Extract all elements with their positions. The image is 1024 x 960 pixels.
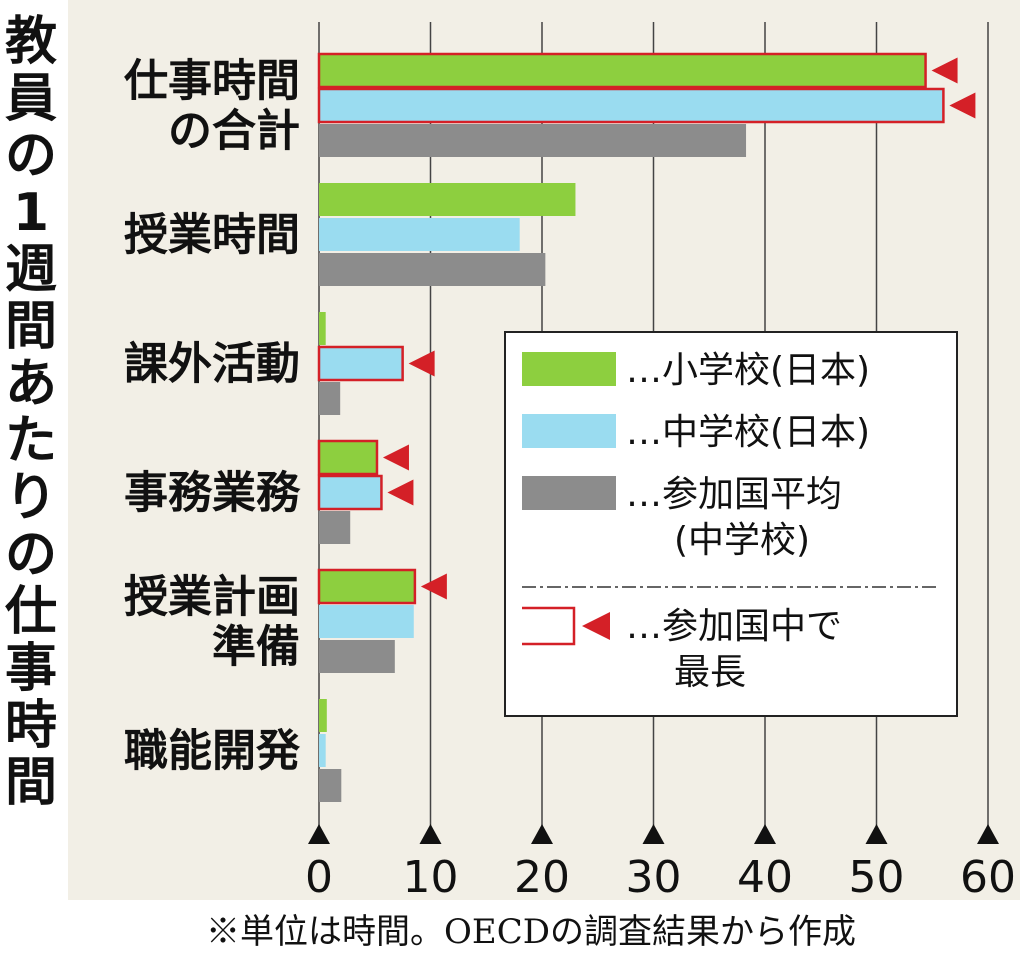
tick-label: 30 — [626, 852, 682, 903]
bar — [317, 87, 945, 124]
tick-label: 10 — [403, 852, 459, 903]
legend-swatch-junior — [522, 414, 616, 448]
longest-marker-icon — [931, 57, 958, 84]
bar — [319, 183, 576, 216]
tick-label: 60 — [960, 852, 1016, 903]
bar — [319, 769, 342, 802]
bar — [317, 474, 383, 511]
bar — [319, 511, 351, 544]
bar — [317, 568, 417, 605]
tick-marker-icon — [308, 824, 330, 844]
bar — [319, 734, 326, 767]
bar — [319, 699, 327, 732]
bar — [319, 253, 546, 286]
legend-longest-bracket — [522, 606, 576, 646]
legend: …小学校(日本) …中学校(日本) …参加国平均(中学校) …参加国中で最長 — [504, 331, 958, 717]
bar — [319, 124, 747, 157]
tick-marker-icon — [865, 824, 888, 844]
tick-label: 50 — [849, 852, 905, 903]
longest-marker-icon — [382, 444, 409, 471]
legend-box — [504, 331, 958, 717]
bar — [317, 52, 927, 89]
legend-label-elementary: …小学校(日本) — [626, 350, 870, 391]
tick-marker-icon — [642, 824, 665, 844]
tick-marker-icon — [754, 824, 776, 844]
category-label: 仕事時間の合計 — [124, 56, 300, 157]
legend-label-longest: …参加国中で最長 — [626, 606, 842, 693]
legend-label-junior: …中学校(日本) — [626, 412, 870, 453]
bar — [317, 439, 379, 476]
tick-label: 40 — [737, 852, 793, 903]
chart-title: 教員の1週間あたりの仕事時間 — [4, 12, 57, 813]
bars — [317, 52, 976, 802]
bar — [319, 218, 520, 251]
footnote: ※単位は時間。OECDの調査結果から作成 — [206, 912, 856, 952]
longest-marker-icon — [387, 479, 414, 506]
longest-marker-icon — [408, 350, 435, 377]
category-label: 職能開発 — [124, 726, 301, 777]
tick-label: 20 — [514, 852, 570, 903]
category-label: 事務業務 — [124, 468, 301, 519]
legend-label-average: …参加国平均(中学校) — [626, 474, 842, 561]
tick-marker-icon — [531, 824, 553, 844]
tick-marker-icon — [419, 824, 442, 844]
x-axis-ticks: 0 10 20 30 40 50 60 — [305, 824, 1016, 903]
legend-swatch-average — [522, 476, 616, 510]
legend-swatch-elementary — [522, 352, 616, 386]
legend-longest-triangle-icon — [582, 612, 610, 640]
category-label: 授業時間 — [124, 210, 300, 261]
bar — [319, 382, 341, 415]
category-label: 授業計画準備 — [124, 572, 300, 673]
bar — [319, 605, 414, 638]
tick-marker-icon — [977, 824, 999, 844]
longest-marker-icon — [949, 92, 976, 119]
longest-marker-icon — [420, 573, 447, 600]
category-label: 課外活動 — [124, 339, 300, 390]
tick-label: 0 — [305, 852, 333, 903]
bar — [319, 312, 326, 345]
bar — [319, 640, 395, 673]
bar — [317, 345, 404, 382]
